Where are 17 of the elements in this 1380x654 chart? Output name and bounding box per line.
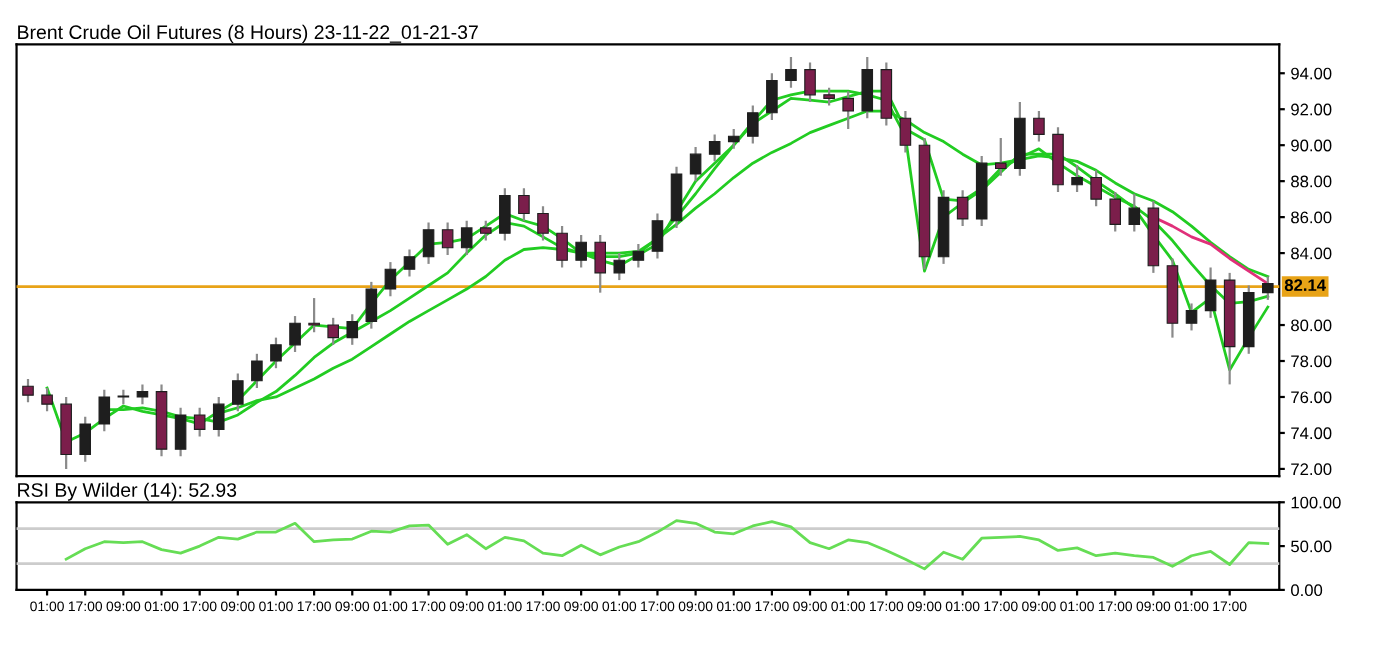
y-tick-label: 94.00: [1291, 67, 1332, 80]
chart-title: Brent Crude Oil Futures (8 Hours) 23-11-22_01-21-37: [18, 24, 478, 43]
y-tick-label: 72.00: [1291, 463, 1332, 476]
y-tick-label: 88.00: [1291, 175, 1332, 188]
y-tick-label: 74.00: [1291, 427, 1332, 440]
y-tick-label: 76.00: [1291, 391, 1332, 404]
y-tick-label: 78.00: [1291, 355, 1332, 368]
chart-title: RSI By Wilder (14): 52.93: [18, 482, 237, 501]
y-tick-label: 100.00: [1291, 496, 1341, 509]
y-tick-label: 50.00: [1291, 540, 1332, 553]
y-tick-label: 84.00: [1291, 247, 1332, 260]
y-tick-label: 80.00: [1291, 319, 1332, 332]
y-tick-label: 90.00: [1291, 139, 1332, 152]
y-tick-label: 92.00: [1291, 103, 1332, 116]
y-tick-label: 0.00: [1291, 584, 1323, 597]
y-tick-label: 86.00: [1291, 211, 1332, 224]
ref-line-label: 82.14: [1284, 279, 1326, 292]
